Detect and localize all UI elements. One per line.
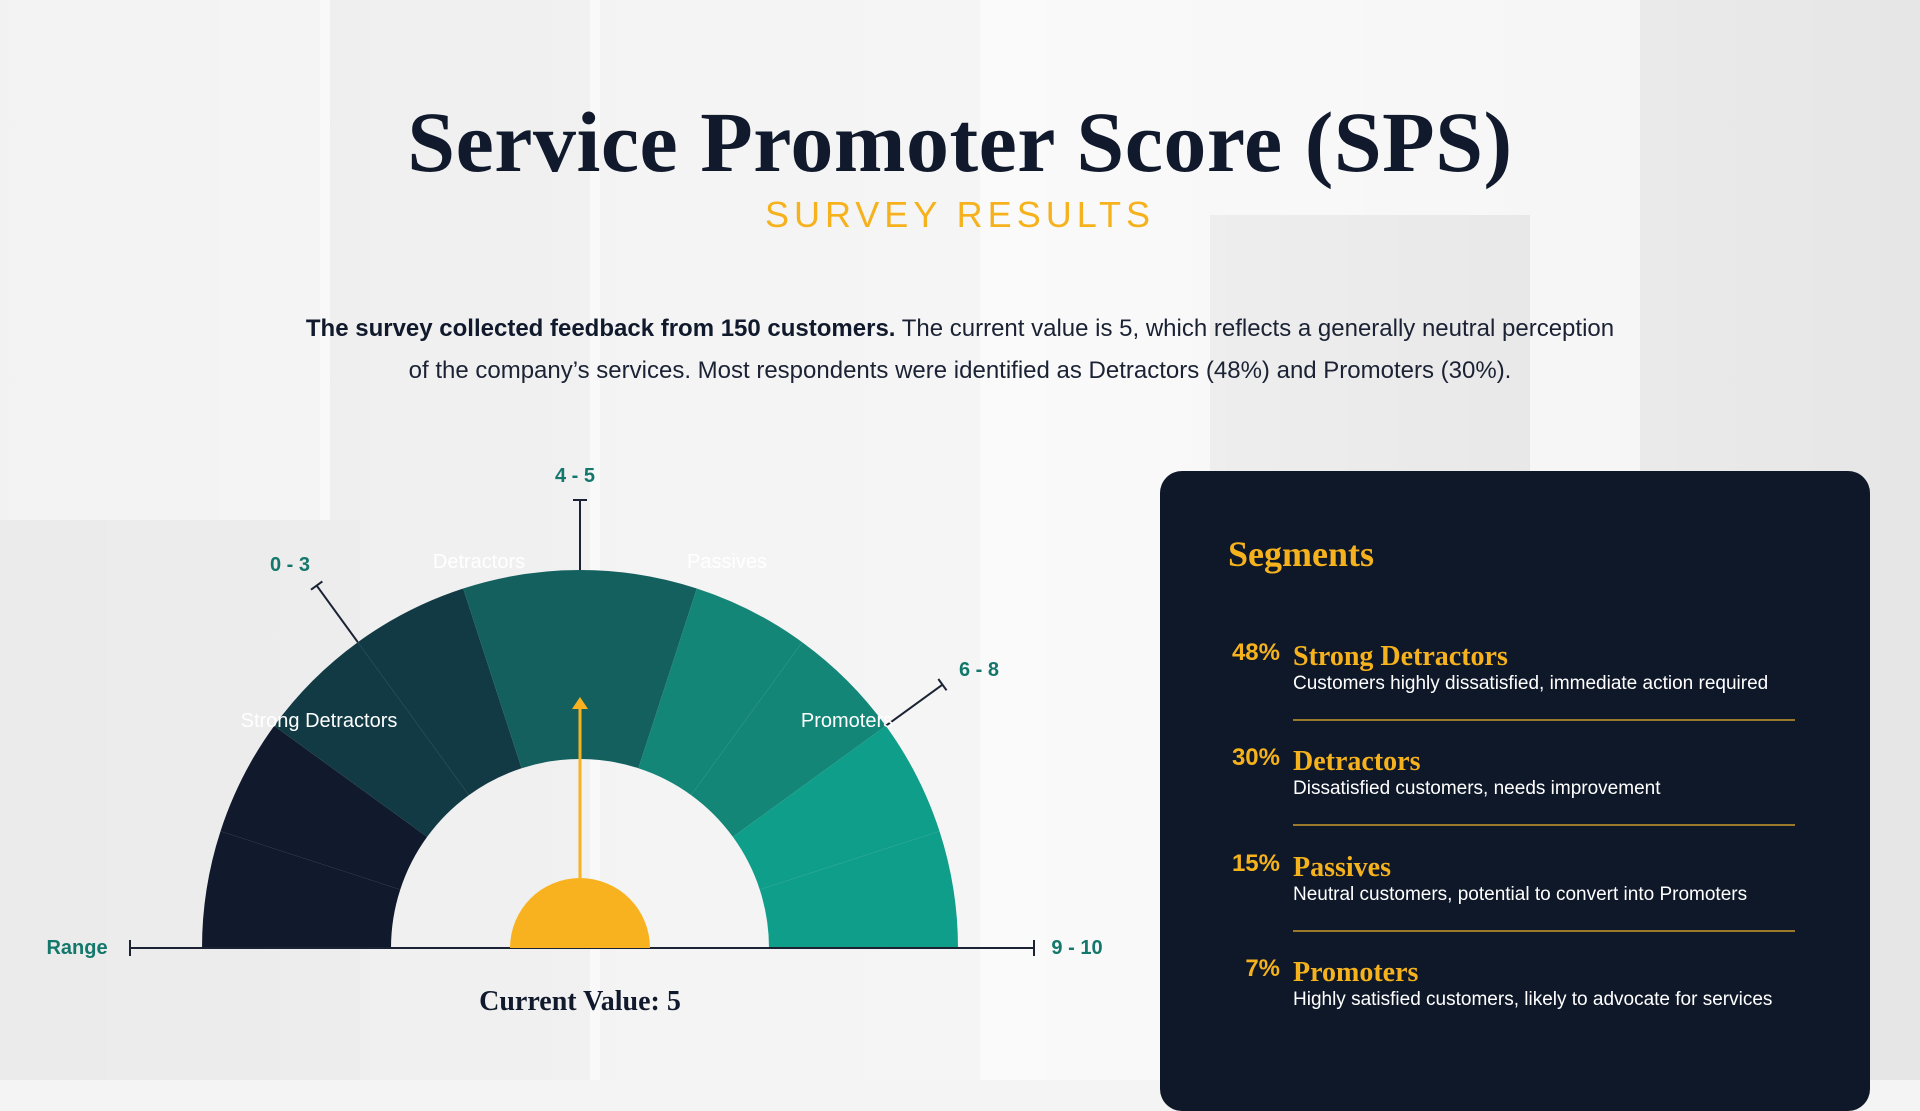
segment-name: Strong Detractors bbox=[1293, 641, 1508, 672]
segment-percent: 15% bbox=[1231, 850, 1280, 877]
segment-label-strong-detractors: Strong Detractors bbox=[241, 710, 398, 732]
segment-name: Promoters bbox=[1293, 957, 1419, 988]
gauge-wedge-3 bbox=[274, 642, 469, 837]
range-tick-cap-1 bbox=[310, 580, 323, 591]
description-line2: of the company’s services. Most responde… bbox=[408, 357, 1512, 384]
gauge-wedge-10 bbox=[759, 831, 958, 948]
range-tick-cap-3 bbox=[937, 678, 948, 691]
page-title: Service Promoter Score (SPS) bbox=[407, 94, 1513, 190]
segment-label-passives: Passives bbox=[687, 551, 767, 573]
page-subtitle: SURVEY RESULTS bbox=[764, 194, 1156, 235]
gauge-segments bbox=[202, 570, 958, 948]
gauge-wedge-9 bbox=[732, 725, 940, 890]
segment-description: Customers highly dissatisfied, immediate… bbox=[1293, 673, 1769, 694]
range-label-0-3: 0 - 3 bbox=[270, 554, 310, 576]
segment-name: Passives bbox=[1293, 852, 1391, 883]
description-line1: The current value is 5, which reflects a… bbox=[895, 315, 1615, 342]
gauge-wedge-4 bbox=[357, 588, 522, 796]
range-label-4-5: 4 - 5 bbox=[555, 465, 595, 487]
description-bold: The survey collected feedback from 150 c… bbox=[305, 315, 896, 342]
survey-description: The survey collected feedback from 150 c… bbox=[270, 308, 1650, 392]
range-tick-3 bbox=[885, 683, 944, 727]
segment-description: Neutral customers, potential to convert … bbox=[1293, 884, 1748, 905]
segment-divider bbox=[1293, 824, 1795, 826]
gauge-wedge-2 bbox=[220, 725, 428, 890]
segments-panel: Segments 48% Strong Detractors Customers… bbox=[1160, 471, 1870, 1111]
needle-hub bbox=[510, 878, 650, 948]
range-tick-1 bbox=[315, 584, 359, 643]
gauge-wedge-7 bbox=[638, 588, 803, 796]
segment-description: Highly satisfied customers, likely to ad… bbox=[1293, 989, 1773, 1010]
segment-divider bbox=[1293, 719, 1795, 721]
segment-label-promoters: Promoters bbox=[801, 710, 893, 732]
range-label-9-10: 9 - 10 bbox=[1051, 937, 1102, 959]
segment-label-detractors: Detractors bbox=[433, 551, 525, 573]
sps-gauge: Range 0 - 3 4 - 5 6 - 8 9 - 10 Strong De… bbox=[46, 465, 1102, 1017]
segment-description: Dissatisfied customers, needs improvemen… bbox=[1293, 778, 1661, 799]
gauge-ticks bbox=[310, 499, 948, 727]
segment-divider bbox=[1293, 930, 1795, 932]
gauge-wedge-1 bbox=[202, 831, 401, 948]
segment-percent: 48% bbox=[1231, 639, 1280, 666]
segment-percent: 7% bbox=[1245, 955, 1280, 982]
gauge-wedge-5 bbox=[463, 570, 580, 769]
segments-title: Segments bbox=[1228, 534, 1374, 574]
range-label: Range bbox=[46, 937, 107, 959]
gauge-wedge-6 bbox=[580, 570, 697, 769]
gauge-wedge-8 bbox=[691, 642, 886, 837]
needle-arrowhead bbox=[572, 697, 588, 709]
segment-percent: 30% bbox=[1231, 744, 1280, 771]
current-value-label: Current Value: 5 bbox=[479, 986, 681, 1017]
segment-name: Detractors bbox=[1293, 746, 1421, 777]
range-label-6-8: 6 - 8 bbox=[959, 659, 999, 681]
